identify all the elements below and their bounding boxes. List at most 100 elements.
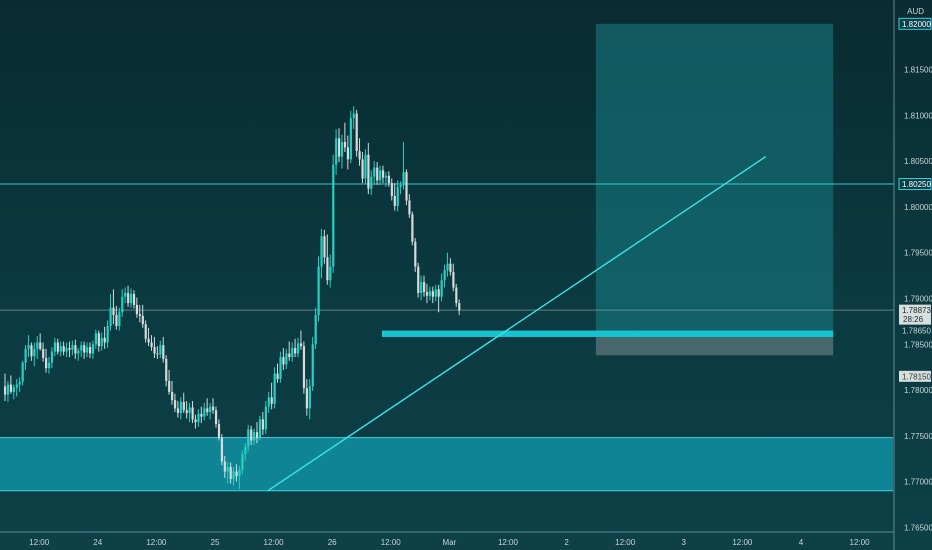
candle-body: [244, 446, 247, 455]
candle-body: [399, 184, 402, 187]
candle-body: [121, 296, 124, 313]
candle-body: [253, 432, 256, 441]
candle-body: [302, 346, 306, 389]
axes-layer: AUD 1.815001.810001.805001.800001.795001…: [29, 7, 932, 547]
candle-body: [74, 345, 77, 354]
candle-body: [118, 312, 121, 326]
current-price-box: [899, 304, 931, 325]
candle-body: [162, 345, 165, 359]
x-tick-label: 12:00: [850, 538, 871, 547]
x-tick-label: 25: [211, 538, 220, 547]
candle-body: [323, 236, 326, 258]
candle-body: [449, 263, 452, 272]
candle-body: [171, 391, 174, 401]
candle-body: [408, 200, 411, 215]
candle-body: [261, 419, 265, 430]
candle-body: [197, 413, 200, 423]
x-tick-label: 2: [564, 538, 569, 547]
candle-body: [36, 342, 39, 349]
candle-body: [50, 351, 54, 363]
candle-body: [358, 151, 361, 160]
candle-body: [65, 347, 68, 352]
candle-body: [305, 388, 308, 409]
trendline: [267, 155, 767, 492]
candle-body: [332, 164, 335, 267]
x-tick-label: 12:00: [732, 538, 753, 547]
candle-body: [200, 413, 203, 417]
candle-body: [88, 347, 92, 354]
candle-body: [458, 303, 461, 311]
candle-body: [434, 289, 437, 297]
candle-body: [425, 292, 429, 296]
candle-body: [417, 266, 420, 294]
candle-body: [33, 348, 36, 357]
candle-body: [405, 172, 408, 201]
candle-body: [112, 307, 115, 315]
long-target-zone: [595, 23, 834, 331]
x-tick-label: Mar: [442, 538, 456, 547]
candle-body: [176, 408, 180, 413]
price-tag-label: 1.82000: [902, 20, 931, 29]
y-tick-label: 1.80000: [904, 203, 932, 212]
x-tick-label: 4: [799, 538, 804, 547]
candle-body: [91, 344, 95, 354]
currency-label: AUD: [907, 7, 924, 16]
candle-body: [182, 401, 185, 411]
candle-body: [367, 154, 370, 189]
candle-body: [39, 342, 42, 349]
candle-body: [106, 325, 109, 343]
y-tick-label: 1.81000: [904, 111, 932, 120]
candle-body: [355, 113, 358, 152]
candle-body: [159, 345, 162, 355]
y-tick-label: 1.81500: [904, 66, 932, 75]
demand-zone: [0, 437, 893, 491]
candle-body: [217, 423, 221, 438]
candle-body: [47, 362, 51, 369]
candle-body: [144, 324, 147, 339]
candle-body: [18, 381, 21, 385]
candle-body: [235, 471, 238, 477]
candle-body: [387, 175, 391, 184]
candle-body: [414, 241, 417, 267]
candle-body: [56, 342, 59, 352]
candle-body: [115, 314, 118, 326]
x-tick-label: 12:00: [29, 538, 50, 547]
candle-body: [168, 380, 171, 392]
candle-body: [393, 195, 396, 207]
price-tag-label: 1.78650: [902, 327, 931, 336]
candle-body: [6, 384, 10, 395]
candle-body: [285, 353, 288, 365]
candle-body: [203, 408, 206, 417]
candle-body: [141, 315, 144, 325]
candle-body: [80, 345, 83, 351]
price-tag-box: [899, 370, 931, 382]
candle-body: [188, 407, 191, 413]
candle-body: [97, 333, 100, 347]
candle-body: [9, 384, 13, 392]
candle-body: [282, 357, 285, 365]
candle-body: [364, 154, 367, 179]
candle-body: [340, 141, 344, 157]
y-tick-label: 1.76500: [904, 523, 932, 532]
candle-body: [279, 357, 282, 380]
candle-body: [15, 384, 18, 388]
x-tick-label: 24: [93, 538, 102, 547]
candle-body: [27, 345, 30, 349]
candle-body: [270, 397, 273, 404]
candle-body: [267, 397, 270, 407]
candle-body: [124, 293, 127, 297]
candle-body: [373, 167, 376, 177]
candle-body: [390, 183, 393, 196]
candle-body: [384, 175, 388, 178]
candles-layer: [4, 106, 461, 489]
candle-body: [446, 263, 449, 271]
candle-body: [42, 348, 45, 359]
x-tick-label: 26: [328, 538, 337, 547]
candle-body: [71, 345, 74, 350]
current-price-label: 1.78873: [902, 306, 931, 315]
candle-body: [258, 419, 262, 438]
candle-body: [100, 337, 103, 347]
plot-background: [0, 0, 895, 550]
